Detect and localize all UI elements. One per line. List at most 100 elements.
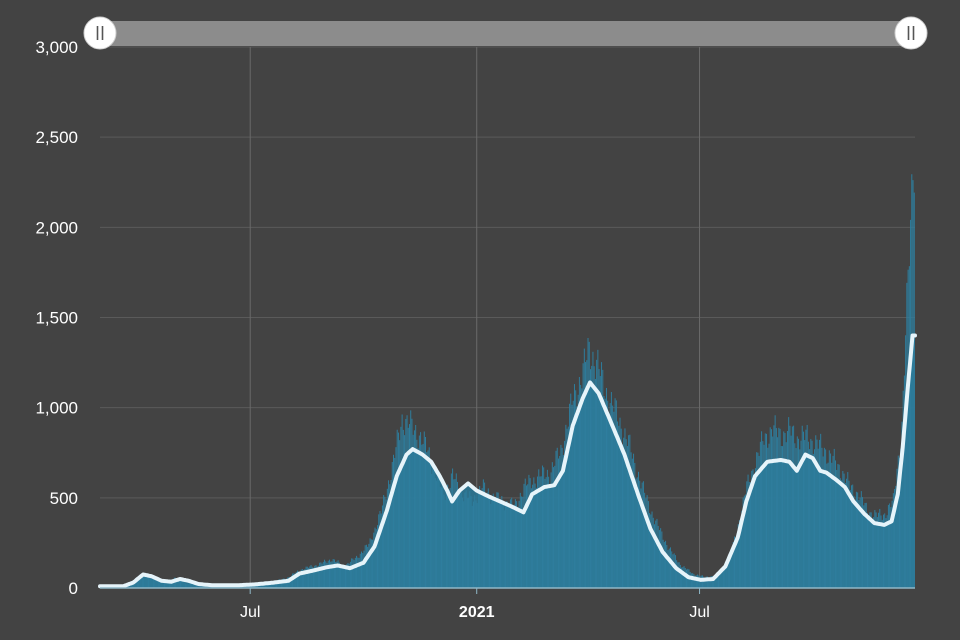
daily-bar	[564, 440, 566, 588]
daily-bar	[479, 486, 481, 588]
daily-bar	[862, 497, 864, 588]
daily-bar	[357, 557, 359, 588]
daily-bar	[853, 495, 855, 588]
daily-bar	[144, 574, 146, 588]
daily-bar	[455, 473, 457, 588]
daily-bar	[854, 499, 856, 588]
daily-bar	[566, 428, 568, 588]
daily-bar	[380, 513, 382, 588]
daily-bar	[136, 578, 138, 588]
daily-bar	[673, 553, 675, 588]
daily-bar	[844, 482, 846, 588]
daily-bar	[532, 484, 534, 588]
daily-bar	[368, 543, 370, 588]
daily-bar	[463, 501, 465, 588]
daily-bar	[699, 576, 701, 588]
daily-bar	[833, 448, 835, 588]
daily-bar	[381, 505, 383, 588]
daily-bar	[657, 525, 659, 588]
daily-bar	[332, 558, 334, 588]
daily-bar	[832, 455, 834, 588]
y-tick-label: 0	[69, 579, 78, 598]
slider-handle-left-circle[interactable]	[83, 16, 117, 50]
daily-bar	[513, 504, 515, 588]
daily-bar	[128, 586, 130, 588]
daily-bar	[280, 579, 282, 588]
daily-bar	[301, 569, 303, 588]
daily-bar	[605, 387, 607, 588]
daily-bar	[684, 567, 686, 588]
daily-bar	[667, 550, 669, 588]
daily-bar	[458, 493, 460, 588]
daily-bar	[454, 479, 456, 588]
daily-bar	[826, 463, 828, 588]
daily-bar	[534, 483, 536, 588]
daily-bar	[518, 500, 520, 588]
daily-bar	[140, 576, 142, 588]
daily-bar	[198, 584, 200, 588]
daily-bar	[620, 428, 622, 588]
daily-bar	[782, 446, 784, 588]
daily-bar	[159, 580, 161, 588]
daily-bar	[337, 560, 339, 588]
daily-bar	[181, 581, 183, 588]
daily-bar	[837, 463, 839, 588]
daily-bar	[143, 572, 145, 588]
daily-bar	[870, 512, 872, 588]
daily-bar	[401, 414, 403, 588]
daily-bar	[321, 563, 323, 588]
daily-bar	[695, 575, 697, 588]
daily-bar	[805, 429, 807, 588]
daily-bar	[860, 491, 862, 588]
slider-handle-right-circle[interactable]	[894, 16, 928, 50]
range-slider[interactable]	[83, 16, 928, 50]
daily-bar	[305, 566, 307, 588]
daily-bar	[704, 577, 706, 588]
daily-bar	[549, 483, 551, 588]
daily-bar	[654, 524, 655, 588]
slider-track[interactable]	[100, 21, 911, 46]
daily-bar	[157, 580, 159, 588]
daily-bar	[585, 362, 587, 588]
daily-bar	[576, 406, 578, 588]
daily-bar	[802, 431, 804, 588]
daily-bar	[587, 337, 589, 588]
daily-bar	[660, 528, 662, 588]
daily-bar	[839, 478, 841, 588]
daily-bar	[501, 496, 503, 588]
daily-bar	[383, 495, 385, 588]
daily-bar	[511, 497, 513, 588]
daily-bar	[491, 497, 493, 588]
daily-bar	[306, 566, 308, 588]
daily-bar	[592, 351, 594, 588]
daily-bar	[793, 425, 795, 588]
daily-bar	[298, 571, 300, 588]
slider-handle-left[interactable]	[83, 16, 117, 50]
daily-bar	[411, 418, 413, 588]
daily-bar	[550, 472, 552, 588]
daily-bar	[409, 424, 410, 588]
daily-bar	[429, 461, 431, 588]
daily-bar	[341, 564, 343, 588]
daily-bar	[162, 581, 164, 588]
daily-bar	[881, 519, 883, 588]
daily-bar	[716, 575, 718, 588]
daily-bar	[168, 579, 170, 588]
daily-bar	[649, 513, 651, 588]
daily-bar	[693, 573, 695, 588]
daily-bar	[668, 548, 670, 588]
daily-bar	[618, 425, 620, 588]
daily-bar	[412, 434, 414, 588]
slider-handle-right[interactable]	[894, 16, 928, 50]
daily-bar	[439, 487, 441, 588]
daily-bar	[559, 456, 561, 588]
daily-bar	[838, 464, 840, 588]
daily-bar	[671, 551, 673, 588]
daily-bar	[725, 564, 727, 588]
daily-bar	[347, 562, 349, 588]
daily-bar	[150, 576, 152, 588]
daily-bar	[720, 569, 722, 588]
daily-bar	[525, 485, 527, 588]
daily-bar	[809, 449, 811, 588]
